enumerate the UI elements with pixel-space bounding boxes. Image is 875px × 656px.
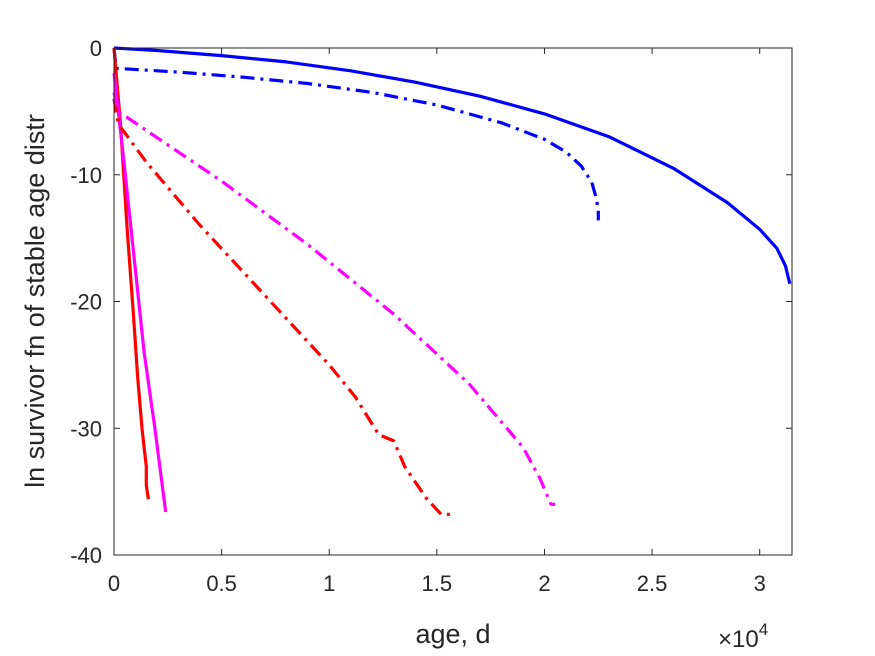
x-tick-label: 2.5 xyxy=(637,571,668,596)
x-exponent-power: 4 xyxy=(759,620,768,639)
x-tick-label: 1 xyxy=(323,571,335,596)
series-line-1 xyxy=(113,46,792,285)
ticks-layer: 0 0.5 1 1.5 2 2.5 3 -40 -30 -20 -10 0 xyxy=(70,36,792,596)
y-tick-label: -10 xyxy=(70,163,102,188)
y-tick-label: -40 xyxy=(70,543,102,568)
x-tick-label: 3 xyxy=(754,571,766,596)
x-tick-label: 2 xyxy=(538,571,550,596)
series-line-5 xyxy=(112,98,450,517)
x-exponent-base: ×10 xyxy=(718,626,759,653)
series-line-6 xyxy=(112,92,556,506)
x-tick-label: 0 xyxy=(108,571,120,596)
x-exponent-label: ×104 xyxy=(718,620,768,653)
y-tick-label: -20 xyxy=(70,290,102,315)
x-tick-label: 0.5 xyxy=(206,571,237,596)
x-tick-label: 1.5 xyxy=(422,571,453,596)
series-layer xyxy=(112,46,792,517)
y-axis-label: ln survivor fn of stable age distr xyxy=(20,114,50,488)
x-axis-label: age, d xyxy=(415,619,490,649)
series-line-2 xyxy=(112,47,600,221)
plot-area xyxy=(114,48,792,555)
y-tick-label: -30 xyxy=(70,416,102,441)
series-line-4 xyxy=(112,73,168,513)
y-tick-label: 0 xyxy=(90,36,102,61)
